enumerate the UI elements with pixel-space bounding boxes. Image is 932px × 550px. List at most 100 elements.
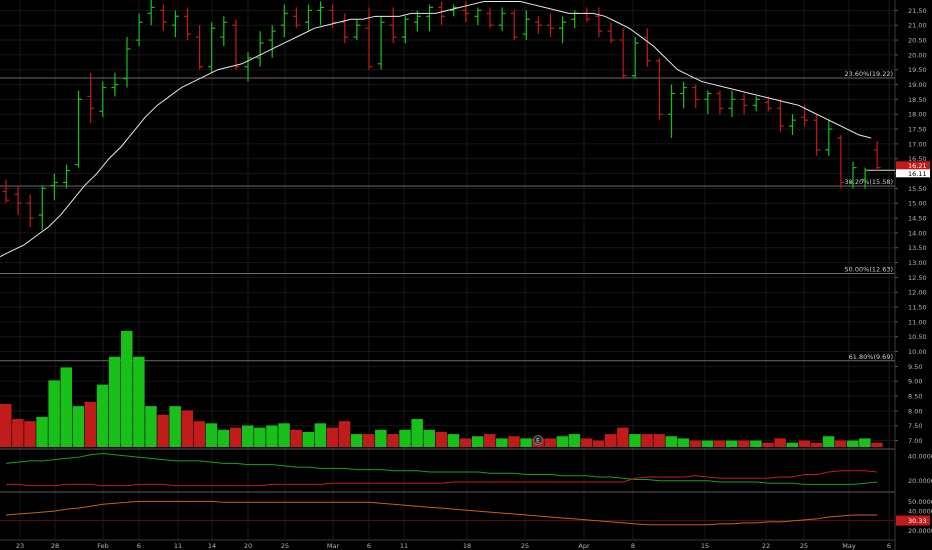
- time-tick-label: 6: [887, 542, 891, 550]
- volume-bar: [205, 423, 218, 447]
- indicator-2-tick-label: 40.0000: [908, 508, 932, 516]
- volume-bar: [641, 434, 653, 447]
- volume-bar: [399, 429, 411, 447]
- price-tick-label: 13.00: [908, 259, 927, 267]
- price-tick-label: 15.50: [908, 185, 927, 193]
- indicator-1-series: [5, 452, 878, 485]
- volume-bar: [544, 438, 556, 447]
- volume-bar: [229, 427, 242, 447]
- volume-bar: [798, 440, 811, 447]
- fib-label: 23.60%(19.22): [845, 70, 893, 78]
- price-tick-label: 15.00: [908, 200, 927, 208]
- time-tick-label: 25: [521, 542, 529, 550]
- volume-bar: [266, 425, 278, 447]
- price-tick-label: 7.50: [908, 422, 922, 430]
- volume-bars: E: [0, 330, 883, 447]
- time-tick-label: 23: [16, 542, 24, 550]
- fib-label: 38.20%(15.58): [845, 178, 893, 186]
- indicator-2-series: [5, 500, 878, 526]
- fib-label: 61.80%(9.69): [849, 353, 893, 361]
- volume-bar: [363, 434, 375, 447]
- price-tick-label: 11.00: [908, 318, 927, 326]
- price-badge-red: [896, 161, 930, 170]
- price-tick-label: 16.50: [908, 155, 927, 163]
- indicator-2-tick-label: 50.0000: [908, 498, 932, 506]
- volume-bar: [338, 421, 351, 447]
- time-tick-label: 6: [367, 542, 371, 550]
- price-tick-label: 18.50: [908, 96, 927, 104]
- volume-bar: [520, 438, 532, 447]
- volume-bar: [36, 416, 48, 447]
- price-tick-label: 21.00: [908, 22, 927, 30]
- volume-bar: [72, 406, 85, 447]
- volume-bar: [290, 429, 302, 447]
- volume-bar: [774, 438, 786, 447]
- volume-bar: [181, 410, 193, 447]
- volume-bar: [48, 380, 60, 447]
- time-tick-label: 25: [281, 542, 289, 550]
- volume-bar: [84, 401, 97, 447]
- volume-bar: [726, 440, 738, 447]
- volume-bar: [738, 440, 750, 447]
- ma-line: [0, 0, 872, 258]
- volume-bar: [580, 438, 593, 447]
- volume-bar: [689, 440, 702, 447]
- price-axis[interactable]: 7.00 7.50 8.00 8.50 9.00 9.50 10.00 10.50 11.00 1…: [895, 7, 927, 445]
- volume-bar: [617, 427, 629, 447]
- price-tick-label: 19.50: [908, 66, 927, 74]
- indicator-pane-1: 40.0000 20.0000: [5, 452, 932, 487]
- volume-bar: [96, 384, 109, 447]
- moving-average: [0, 0, 872, 258]
- volume-bar: [278, 423, 290, 447]
- volume-bar: [568, 434, 581, 447]
- price-badge-white-label: 16.11: [908, 170, 927, 178]
- indicator-1-series: [6, 470, 878, 487]
- price-tick-label: 9.00: [908, 378, 922, 386]
- price-tick-label: 12.50: [908, 274, 927, 282]
- volume-bar: [157, 414, 169, 447]
- price-tick-label: 12.00: [908, 289, 927, 297]
- price-tick-label: 13.50: [908, 244, 927, 252]
- price-tick-label: 8.50: [908, 393, 922, 401]
- time-tick-label: 25: [800, 542, 808, 550]
- event-marker-label: E: [536, 438, 540, 445]
- volume-bar: [496, 438, 508, 447]
- price-badge-red-label: 16.21: [908, 162, 927, 170]
- fib-levels: 23.60%(19.22) 38.20%(15.58) 50.00%(12.63) 6…: [0, 70, 895, 362]
- volume-bar: [847, 440, 859, 447]
- volume-bar: [423, 429, 435, 447]
- volume-bar: [713, 440, 726, 447]
- time-tick-label: 15: [701, 542, 709, 550]
- volume-bar: [629, 434, 641, 447]
- price-tick-label: 19.00: [908, 81, 927, 89]
- volume-bar: [786, 442, 798, 447]
- volume-bar: [314, 423, 327, 447]
- price-tick-label: 20.00: [908, 51, 927, 59]
- volume-bar: [133, 356, 145, 447]
- time-tick-label: 14: [208, 542, 216, 550]
- price-tick-label: 11.50: [908, 304, 927, 312]
- volume-bar: [750, 440, 762, 447]
- volume-bar: [677, 438, 690, 447]
- volume-bar: [471, 436, 484, 447]
- price-tick-label: 10.00: [908, 348, 927, 356]
- time-tick-label: 6: [137, 542, 141, 550]
- volume-bar: [169, 406, 181, 447]
- volume-bar: [193, 421, 206, 447]
- price-tick-label: 8.00: [908, 407, 922, 415]
- volume-bar: [459, 438, 472, 447]
- time-axis[interactable]: 23 28 Feb 6 11 14 20 25 Mar 6 11 18 25 Apr 8 15 22 25 May 6: [16, 542, 891, 550]
- price-tick-label: 14.00: [908, 229, 927, 237]
- price-tick-label: 14.50: [908, 215, 927, 223]
- volume-bar: [121, 330, 133, 447]
- volume-bar: [0, 404, 12, 447]
- time-tick-label: Mar: [327, 542, 340, 550]
- time-tick-label: 28: [51, 542, 59, 550]
- volume-bar: [605, 434, 617, 447]
- volume-bar: [447, 434, 460, 447]
- time-tick-label: Apr: [578, 542, 590, 550]
- time-tick-label: 8: [631, 542, 635, 550]
- indicator-1-tick-label: 40.0000: [908, 452, 932, 460]
- time-tick-label: 11: [400, 542, 408, 550]
